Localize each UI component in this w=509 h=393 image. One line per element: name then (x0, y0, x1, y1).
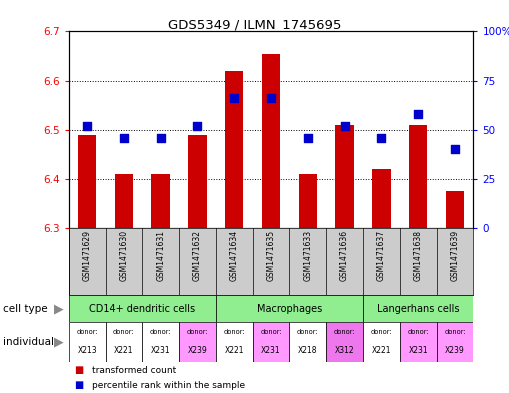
Text: GSM1471635: GSM1471635 (267, 230, 275, 281)
Text: donor:: donor: (444, 329, 466, 335)
Text: X312: X312 (335, 346, 354, 355)
Text: GSM1471634: GSM1471634 (230, 230, 239, 281)
Text: GSM1471630: GSM1471630 (120, 230, 128, 281)
Text: cell type: cell type (3, 303, 47, 314)
Text: donor:: donor: (371, 329, 392, 335)
Text: GSM1471633: GSM1471633 (303, 230, 313, 281)
Bar (437, 322, 473, 362)
Text: donor:: donor: (187, 329, 208, 335)
Point (267, 95, 275, 101)
Bar (326, 322, 363, 362)
Bar (400, 322, 437, 362)
Bar (225, 71, 243, 228)
Bar (216, 322, 252, 362)
Bar (179, 322, 216, 362)
Point (451, 146, 459, 152)
Text: X213: X213 (77, 346, 97, 355)
Bar (409, 125, 428, 228)
Text: Macrophages: Macrophages (257, 303, 322, 314)
Text: GSM1471632: GSM1471632 (193, 230, 202, 281)
Text: GDS5349 / ILMN_1745695: GDS5349 / ILMN_1745695 (168, 18, 341, 31)
Text: ▶: ▶ (54, 335, 63, 349)
Text: donor:: donor: (407, 329, 429, 335)
Bar (143, 322, 179, 362)
Text: ■: ■ (74, 380, 83, 390)
Text: GSM1471631: GSM1471631 (156, 230, 165, 281)
Bar (78, 134, 96, 228)
Point (83, 123, 91, 129)
Bar (152, 174, 170, 228)
Point (230, 95, 238, 101)
Point (341, 123, 349, 129)
Bar (372, 169, 390, 228)
Bar (188, 134, 207, 228)
Text: X239: X239 (188, 346, 207, 355)
Point (414, 111, 422, 117)
Text: donor:: donor: (260, 329, 282, 335)
Point (157, 134, 165, 141)
Point (120, 134, 128, 141)
Text: donor:: donor: (150, 329, 172, 335)
Bar (105, 322, 143, 362)
Text: CD14+ dendritic cells: CD14+ dendritic cells (89, 303, 195, 314)
Text: donor:: donor: (113, 329, 135, 335)
Text: donor:: donor: (334, 329, 355, 335)
Text: GSM1471639: GSM1471639 (450, 230, 460, 281)
Text: GSM1471638: GSM1471638 (414, 230, 422, 281)
Text: ▶: ▶ (54, 302, 63, 315)
Point (304, 134, 312, 141)
Text: donor:: donor: (76, 329, 98, 335)
Bar (363, 295, 473, 322)
Bar (69, 322, 105, 362)
Bar (290, 322, 326, 362)
Text: X231: X231 (151, 346, 171, 355)
Bar (363, 322, 400, 362)
Text: Langerhans cells: Langerhans cells (377, 303, 460, 314)
Text: individual: individual (3, 337, 53, 347)
Bar (216, 295, 363, 322)
Bar (115, 174, 133, 228)
Text: GSM1471636: GSM1471636 (340, 230, 349, 281)
Text: X231: X231 (261, 346, 281, 355)
Text: GSM1471637: GSM1471637 (377, 230, 386, 281)
Bar (69, 295, 216, 322)
Text: X221: X221 (114, 346, 134, 355)
Text: transformed count: transformed count (92, 366, 176, 375)
Bar (446, 191, 464, 228)
Text: GSM1471629: GSM1471629 (82, 230, 92, 281)
Text: donor:: donor: (223, 329, 245, 335)
Text: X221: X221 (224, 346, 244, 355)
Text: X221: X221 (372, 346, 391, 355)
Bar (252, 322, 290, 362)
Text: X218: X218 (298, 346, 318, 355)
Text: percentile rank within the sample: percentile rank within the sample (92, 381, 245, 389)
Point (193, 123, 202, 129)
Bar (262, 53, 280, 228)
Text: X231: X231 (408, 346, 428, 355)
Bar (335, 125, 354, 228)
Text: ■: ■ (74, 365, 83, 375)
Text: donor:: donor: (297, 329, 319, 335)
Point (377, 134, 385, 141)
Bar (299, 174, 317, 228)
Text: X239: X239 (445, 346, 465, 355)
